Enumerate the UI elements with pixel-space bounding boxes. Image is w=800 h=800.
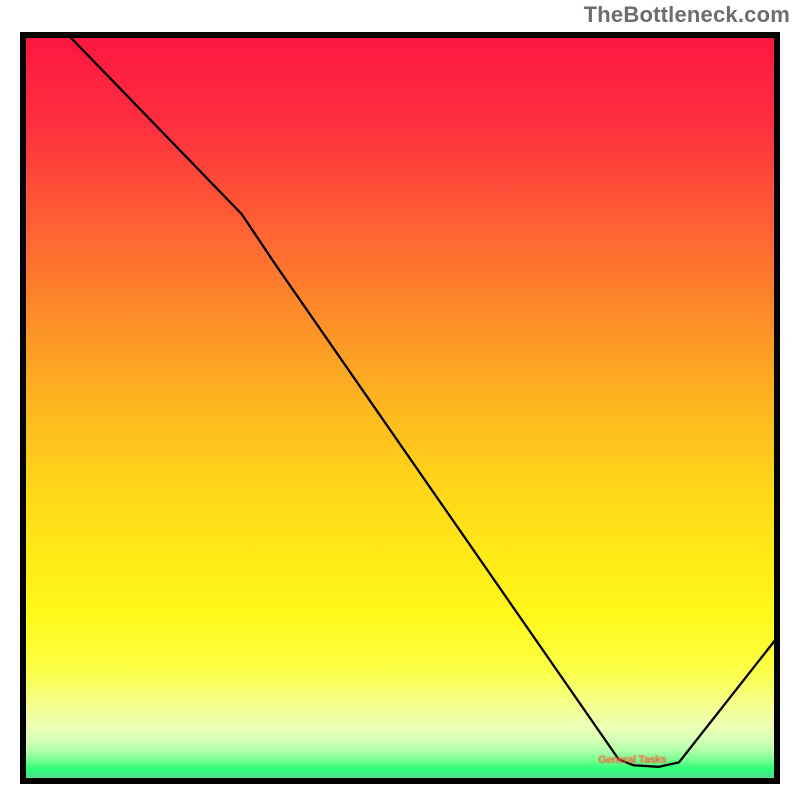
bottom-label: General Tasks [598, 754, 666, 766]
chart-container: TheBottleneck.com General Tasks [0, 0, 800, 800]
bottleneck-chart: General Tasks [0, 0, 800, 800]
plot-background [23, 35, 777, 781]
